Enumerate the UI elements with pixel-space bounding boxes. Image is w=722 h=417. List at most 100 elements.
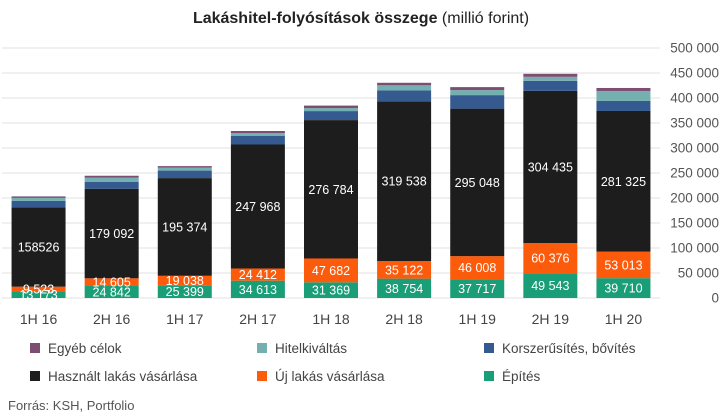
legend-item: Új lakás vásárlása	[257, 366, 385, 386]
y-tick-label: 50 000	[678, 266, 719, 281]
data-label: 25 399	[166, 285, 204, 299]
chart-title: Lakáshitel-folyósítások összege (millió …	[0, 10, 722, 28]
bar-segment	[596, 90, 651, 101]
bar-segment	[230, 144, 285, 269]
data-label: 13 173	[19, 288, 57, 302]
bar-segment	[377, 261, 432, 279]
bar-segment	[84, 177, 139, 182]
legend-label: Korszerűsítés, bővítés	[502, 340, 636, 356]
legend-label: Egyéb célok	[48, 340, 122, 356]
legend-item: Hitelkiváltás	[257, 338, 347, 358]
data-label: 14 605	[93, 275, 131, 289]
x-tick-label: 1H 16	[20, 311, 58, 327]
bar-segment	[11, 200, 66, 208]
bar-segment	[230, 136, 285, 145]
bar-segment	[596, 278, 651, 298]
bar-segment	[11, 196, 66, 198]
bar-segment	[377, 82, 432, 86]
bar-segment	[450, 256, 505, 280]
bar-segment	[450, 90, 505, 96]
x-tick-label: 2H 19	[532, 311, 570, 327]
x-tick-label: 1H 19	[459, 311, 497, 327]
data-label: 46 008	[458, 261, 496, 275]
bar-segment	[84, 181, 139, 189]
bar-segment	[377, 101, 432, 262]
chart-title-main: Lakáshitel-folyósítások összege	[192, 10, 438, 27]
bar-segment	[304, 282, 358, 298]
legend-label: Építés	[502, 368, 541, 384]
bar-segment	[377, 278, 432, 298]
data-label: 60 376	[531, 252, 569, 266]
bar-segment	[157, 170, 212, 179]
data-label: 295 048	[455, 176, 500, 190]
bar-segment	[11, 286, 66, 292]
data-label: 179 092	[89, 227, 134, 241]
y-tick-label: 400 000	[670, 91, 719, 106]
x-tick-label: 2H 17	[239, 311, 277, 327]
y-tick-label: 500 000	[670, 41, 719, 56]
bar-segment	[11, 207, 66, 287]
data-label: 37 717	[458, 282, 496, 296]
legend-swatch	[257, 343, 267, 353]
data-label: 247 968	[235, 200, 280, 214]
bar-segment	[230, 280, 285, 298]
bar-segment	[596, 100, 651, 111]
bar-segment	[523, 90, 578, 244]
bar-segment	[230, 268, 285, 281]
bar-segment	[523, 76, 578, 81]
chart-title-unit: (millió forint)	[441, 10, 530, 27]
bar-segment	[523, 80, 578, 91]
bar-segment	[157, 167, 212, 171]
data-label: 38 754	[385, 282, 423, 296]
data-label: 19 038	[166, 274, 204, 288]
legend-swatch	[484, 343, 494, 353]
x-tick-label: 2H 18	[385, 311, 423, 327]
legend-item: Használt lakás vásárlása	[30, 366, 197, 386]
bar-segment	[304, 108, 358, 112]
legend-swatch	[30, 371, 40, 381]
data-label: 281 325	[601, 175, 646, 189]
x-axis-ticks: 1H 16 2H 16 1H 17 2H 17 1H 18 2H 18 1H 19 2H 19…	[20, 311, 642, 327]
data-label: 35 122	[385, 263, 423, 277]
bar-segment	[304, 105, 358, 109]
x-tick-label: 1H 17	[166, 311, 204, 327]
bar-segment	[157, 178, 212, 276]
legend-swatch	[257, 371, 267, 381]
x-tick-label: 2H 16	[93, 311, 131, 327]
legend-label: Hitelkiváltás	[275, 340, 348, 356]
y-axis-ticks: 0 50 000 100 000 150 000 200 000 250 000 300 0…	[670, 41, 719, 306]
bar-segment	[523, 243, 578, 274]
y-tick-label: 150 000	[670, 216, 719, 231]
data-label: 319 538	[382, 175, 427, 189]
source-note: Forrás: KSH, Portfolio	[8, 398, 135, 413]
bar-segment	[157, 275, 212, 286]
bar-segment	[596, 251, 651, 279]
bar-segment	[523, 273, 578, 298]
x-tick-label: 1H 20	[605, 311, 643, 327]
y-tick-label: 0	[711, 291, 719, 306]
y-tick-label: 200 000	[670, 191, 719, 206]
data-label: 31 369	[312, 284, 350, 298]
bar-segment	[84, 285, 139, 298]
legend-label: Új lakás vásárlása	[275, 368, 385, 384]
legend-item: Korszerűsítés, bővítés	[484, 338, 636, 358]
bar-segment	[304, 111, 358, 121]
legend-label: Használt lakás vásárlása	[48, 368, 198, 384]
bar-segment	[596, 87, 651, 91]
y-tick-label: 250 000	[670, 166, 719, 181]
y-tick-label: 350 000	[670, 116, 719, 131]
data-label: 304 435	[528, 160, 573, 174]
data-label: 158526	[18, 241, 60, 255]
bar-segment	[304, 120, 358, 259]
bar-segment	[450, 95, 505, 109]
bar-segment	[304, 258, 358, 283]
legend-item: Egyéb célok	[30, 338, 122, 358]
bar-segment	[157, 285, 212, 298]
bars	[11, 73, 651, 298]
bar-segment	[450, 279, 505, 298]
bar-segment	[377, 90, 432, 102]
data-label: 53 013	[604, 258, 642, 272]
bar-segment	[230, 133, 285, 137]
data-label: 9 523	[23, 283, 54, 297]
